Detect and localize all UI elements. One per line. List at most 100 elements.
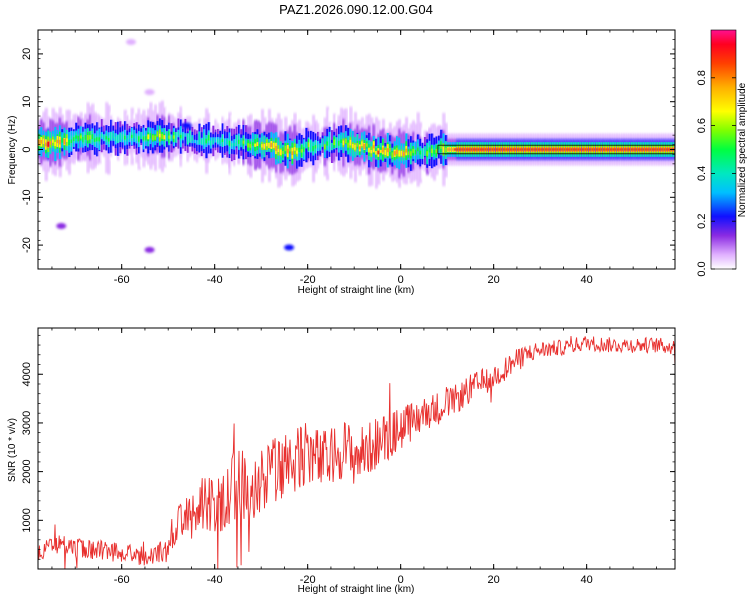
heatmap-cell bbox=[502, 148, 506, 151]
heatmap-cell bbox=[465, 148, 469, 151]
heatmap-cell bbox=[640, 148, 643, 151]
heatmap-cell bbox=[293, 147, 297, 151]
heatmap-cell bbox=[147, 134, 150, 140]
heatmap-cell bbox=[363, 143, 367, 150]
y-tick-label: 4000 bbox=[21, 362, 33, 386]
heatmap-cell bbox=[144, 136, 148, 141]
heatmap-cell bbox=[82, 136, 85, 143]
heatmap-cell bbox=[521, 148, 525, 151]
colorbar-tick-label: 0.0 bbox=[696, 261, 708, 276]
heatmap-cell bbox=[344, 138, 348, 144]
heatmap-cell bbox=[244, 140, 248, 145]
y-tick-label: 1000 bbox=[21, 508, 33, 532]
x-tick-label: 20 bbox=[488, 574, 500, 586]
heatmap-cell bbox=[593, 148, 597, 151]
x-tick-label: 0 bbox=[398, 574, 404, 586]
colorbar-tick-label: 0.4 bbox=[696, 166, 708, 181]
heatmap-blob bbox=[144, 246, 155, 253]
heatmap-cell bbox=[372, 145, 376, 149]
heatmap-cell bbox=[70, 139, 74, 143]
heatmap-cell bbox=[170, 136, 174, 140]
heatmap-cell bbox=[396, 149, 399, 155]
heatmap-cell bbox=[402, 151, 406, 157]
heatmap-cell bbox=[261, 144, 264, 148]
heatmap-cell bbox=[237, 139, 241, 144]
heatmap-cell bbox=[386, 148, 390, 153]
heatmap-cell bbox=[72, 137, 76, 141]
heatmap-cell bbox=[221, 138, 225, 143]
heatmap-cell bbox=[416, 147, 420, 152]
heatmap-cell bbox=[514, 148, 518, 151]
heatmap-cell bbox=[623, 148, 627, 151]
heatmap-cell bbox=[217, 139, 220, 143]
heatmap-cell bbox=[588, 148, 592, 151]
heatmap-cell bbox=[333, 139, 336, 145]
snr-xlabel: Height of straight line (km) bbox=[298, 584, 415, 595]
heatmap-cell bbox=[540, 148, 543, 151]
heatmap-cell bbox=[242, 140, 246, 144]
heatmap-cell bbox=[426, 151, 429, 156]
heatmap-cell bbox=[289, 148, 292, 152]
heatmap-cell bbox=[379, 149, 383, 153]
heatmap-blob bbox=[144, 89, 155, 96]
heatmap-cell bbox=[407, 151, 411, 156]
heatmap-cell bbox=[619, 148, 622, 151]
heatmap-cell bbox=[63, 138, 67, 145]
heatmap-cell bbox=[254, 143, 257, 147]
heatmap-cell bbox=[296, 150, 299, 154]
heatmap-blob bbox=[284, 244, 295, 251]
heatmap-cell bbox=[556, 148, 560, 151]
colorbar-ticks: 0.0 0.2 0.4 0.6 0.8 bbox=[696, 70, 736, 277]
heatmap-layer bbox=[38, 38, 675, 253]
heatmap-cell bbox=[484, 148, 487, 151]
heatmap-cell bbox=[509, 148, 513, 151]
heatmap-cell bbox=[54, 141, 57, 147]
heatmap-cell bbox=[405, 148, 408, 153]
heatmap-cell bbox=[654, 148, 657, 151]
heatmap-cell bbox=[621, 148, 625, 151]
x-tick-label: -60 bbox=[114, 274, 130, 286]
heatmap-cell bbox=[98, 137, 102, 142]
colorbar-tick-label: 0.2 bbox=[696, 214, 708, 229]
heatmap-cell bbox=[479, 148, 483, 151]
heatmap-blob bbox=[56, 222, 67, 229]
heatmap-cell bbox=[512, 148, 515, 151]
heatmap-cell bbox=[196, 140, 199, 145]
heatmap-cell bbox=[437, 144, 441, 150]
heatmap-cell bbox=[516, 148, 520, 151]
heatmap-cell bbox=[307, 142, 311, 148]
heatmap-cell bbox=[609, 148, 613, 151]
heatmap-cell bbox=[595, 148, 599, 151]
heatmap-cell bbox=[591, 148, 594, 151]
heatmap-cell bbox=[84, 135, 88, 140]
heatmap-cell bbox=[614, 148, 618, 151]
heatmap-cell bbox=[219, 139, 222, 144]
heatmap-cell bbox=[558, 148, 562, 151]
heatmap-cell bbox=[563, 148, 567, 151]
heatmap-cell bbox=[526, 148, 529, 151]
heatmap-cell bbox=[42, 138, 46, 145]
heatmap-cell bbox=[210, 140, 213, 146]
heatmap-cell bbox=[203, 136, 206, 142]
spectrogram-ylabel: Frequency (Hz) bbox=[7, 116, 18, 185]
heatmap-cell bbox=[533, 148, 536, 151]
y-tick-label: 2000 bbox=[21, 459, 33, 483]
heatmap-cell bbox=[128, 135, 132, 140]
heatmap-cell bbox=[544, 148, 548, 151]
heatmap-cell bbox=[184, 133, 188, 137]
heatmap-cell bbox=[498, 148, 501, 151]
heatmap-cell bbox=[384, 149, 387, 156]
heatmap-cell bbox=[319, 144, 322, 150]
heatmap-cell bbox=[291, 151, 295, 156]
heatmap-cell bbox=[191, 137, 195, 141]
heatmap-cell bbox=[442, 146, 446, 153]
heatmap-cell bbox=[412, 148, 415, 153]
heatmap-cell bbox=[330, 144, 334, 149]
heatmap-cell bbox=[658, 148, 662, 151]
heatmap-cell bbox=[489, 148, 492, 151]
heatmap-cell bbox=[342, 140, 346, 146]
heatmap-cell bbox=[40, 140, 43, 144]
heatmap-cell bbox=[124, 135, 127, 140]
heatmap-cell bbox=[561, 148, 564, 151]
